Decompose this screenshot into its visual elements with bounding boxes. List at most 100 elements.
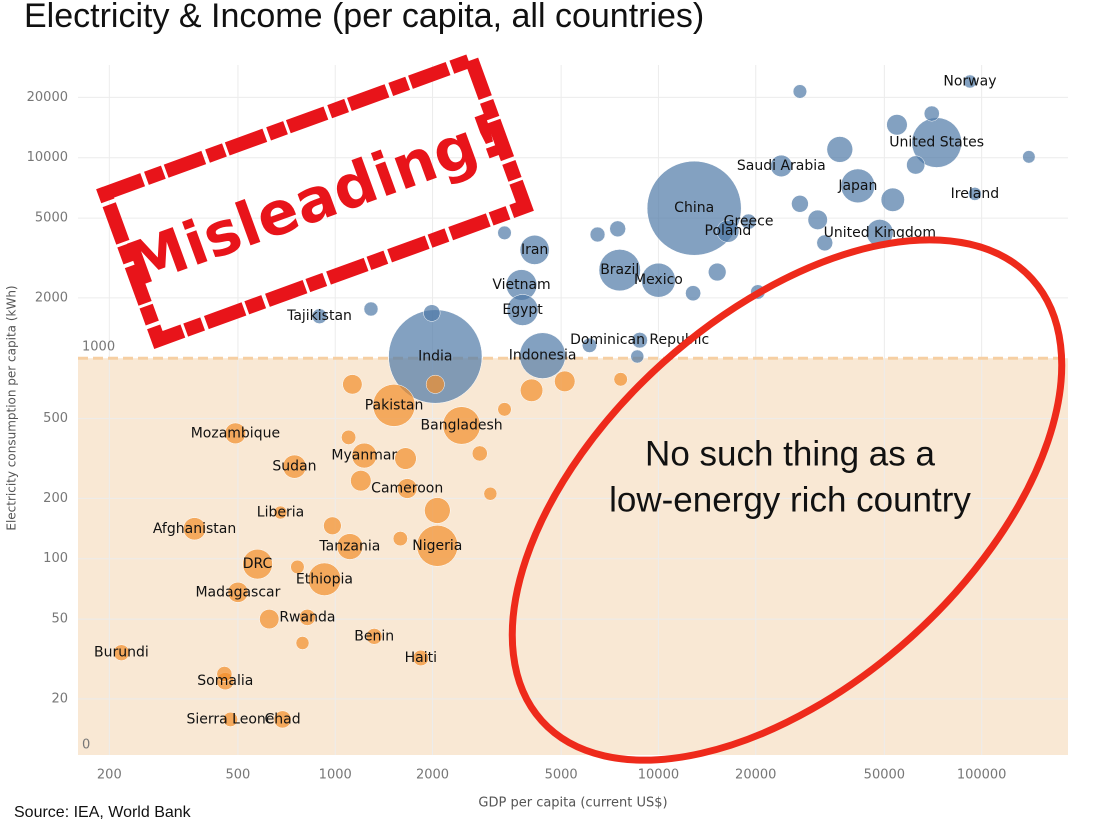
x-tick-label: 100000 — [957, 768, 1007, 783]
bubble — [273, 710, 292, 729]
point-label: Benin — [354, 628, 394, 644]
point-label: United States — [889, 135, 984, 151]
point-label: Egypt — [502, 302, 543, 318]
annotation-text: No such thing as a — [645, 434, 935, 473]
bubble — [351, 442, 377, 469]
point-label: Liberia — [257, 505, 304, 521]
bubble — [424, 497, 451, 524]
x-tick-label: 50000 — [864, 768, 905, 783]
bubble — [1022, 150, 1036, 164]
y-tick-label: 2000 — [35, 290, 68, 305]
point-label: Sierra Leone — [186, 711, 274, 727]
bubble — [923, 105, 940, 122]
bubble — [520, 378, 544, 402]
bubble — [826, 136, 853, 163]
bubble — [222, 711, 238, 727]
point-label: Myanmar — [331, 448, 397, 464]
point-label: DRC — [243, 556, 273, 572]
point-label: Tanzania — [318, 539, 380, 555]
bubble — [816, 234, 833, 252]
bubble — [242, 548, 273, 580]
x-tick-label: 2000 — [416, 768, 449, 783]
bubble — [298, 608, 316, 626]
bubble — [394, 447, 417, 470]
point-label: Pakistan — [365, 397, 424, 413]
bubble — [423, 304, 441, 322]
y-tick-label: 5000 — [35, 211, 68, 226]
point-label: Iran — [521, 242, 548, 258]
stamp: Misleading! — [96, 51, 534, 349]
bubble — [442, 406, 481, 445]
y-tick-label: 500 — [43, 411, 68, 426]
bubble — [840, 168, 876, 203]
bubble — [416, 525, 459, 567]
point-label: Brazil — [600, 262, 639, 278]
point-label: Greece — [724, 214, 774, 230]
bubble — [425, 374, 445, 394]
bubble — [392, 531, 408, 547]
bubble — [589, 226, 606, 243]
y-tick-label: 200 — [43, 491, 68, 506]
bubble — [906, 155, 926, 175]
bubble — [685, 285, 701, 302]
point-label: United Kingdom — [824, 225, 936, 241]
x-tick-label: 1000 — [319, 768, 352, 783]
bubble — [342, 374, 363, 395]
bubble — [631, 332, 648, 349]
chart-title: Electricity & Income (per capita, all co… — [24, 0, 704, 35]
source-note: Source: IEA, World Bank — [14, 804, 192, 821]
reference-band — [78, 358, 1068, 755]
point-label: Bangladesh — [421, 417, 503, 433]
bubble — [497, 402, 512, 417]
bubble — [791, 195, 809, 213]
bubble — [311, 308, 328, 324]
bubble — [113, 644, 130, 661]
point-label: Dominican Republic — [570, 332, 709, 348]
bubble — [273, 505, 288, 520]
bubble — [341, 429, 357, 445]
point-label: Afghanistan — [153, 521, 236, 537]
bubble — [630, 349, 645, 364]
bubble — [412, 649, 429, 667]
bubble — [295, 636, 310, 650]
bubble — [372, 384, 416, 427]
bubble — [483, 486, 498, 501]
bubble — [609, 220, 626, 238]
x-tick-label: 200 — [97, 768, 122, 783]
bubble — [807, 209, 828, 230]
x-axis-label: GDP per capita (current US$) — [478, 796, 667, 811]
y-tick-label: 10000 — [27, 150, 68, 165]
bubble — [224, 422, 247, 445]
point-label: Vietnam — [492, 277, 550, 293]
point-label: Rwanda — [279, 609, 335, 625]
stamp-text: Misleading! — [118, 100, 512, 301]
point-label: China — [674, 200, 714, 216]
bubble — [363, 301, 379, 317]
bubble — [397, 478, 418, 499]
point-label: Haiti — [405, 650, 437, 666]
bubble — [227, 581, 249, 603]
bubble — [880, 187, 905, 212]
point-label: Poland — [705, 223, 752, 239]
bubble — [963, 74, 977, 89]
bubble — [519, 235, 550, 265]
plot-area: 200 500 1000 2000 5000 10000 20000 50000 100000 2… — [27, 65, 1068, 783]
y-tick-label: 100 — [43, 551, 68, 566]
x-tick-label: 500 — [226, 768, 251, 783]
point-label: Ireland — [951, 186, 999, 202]
point-label: Saudi Arabia — [737, 158, 826, 174]
point-label: Nigeria — [412, 538, 462, 554]
bubble — [554, 370, 576, 392]
reference-label: 1000 — [82, 340, 115, 355]
point-label: Mozambique — [191, 425, 280, 441]
annotation-ellipse — [508, 236, 1066, 764]
bubble — [598, 249, 641, 292]
bubble — [582, 337, 598, 353]
x-tick-label: 20000 — [735, 768, 776, 783]
point-label: Chad — [264, 711, 300, 727]
bubble — [886, 114, 908, 136]
bubble — [716, 219, 740, 243]
point-label: Japan — [837, 178, 877, 194]
point-label: Cameroon — [371, 481, 443, 497]
